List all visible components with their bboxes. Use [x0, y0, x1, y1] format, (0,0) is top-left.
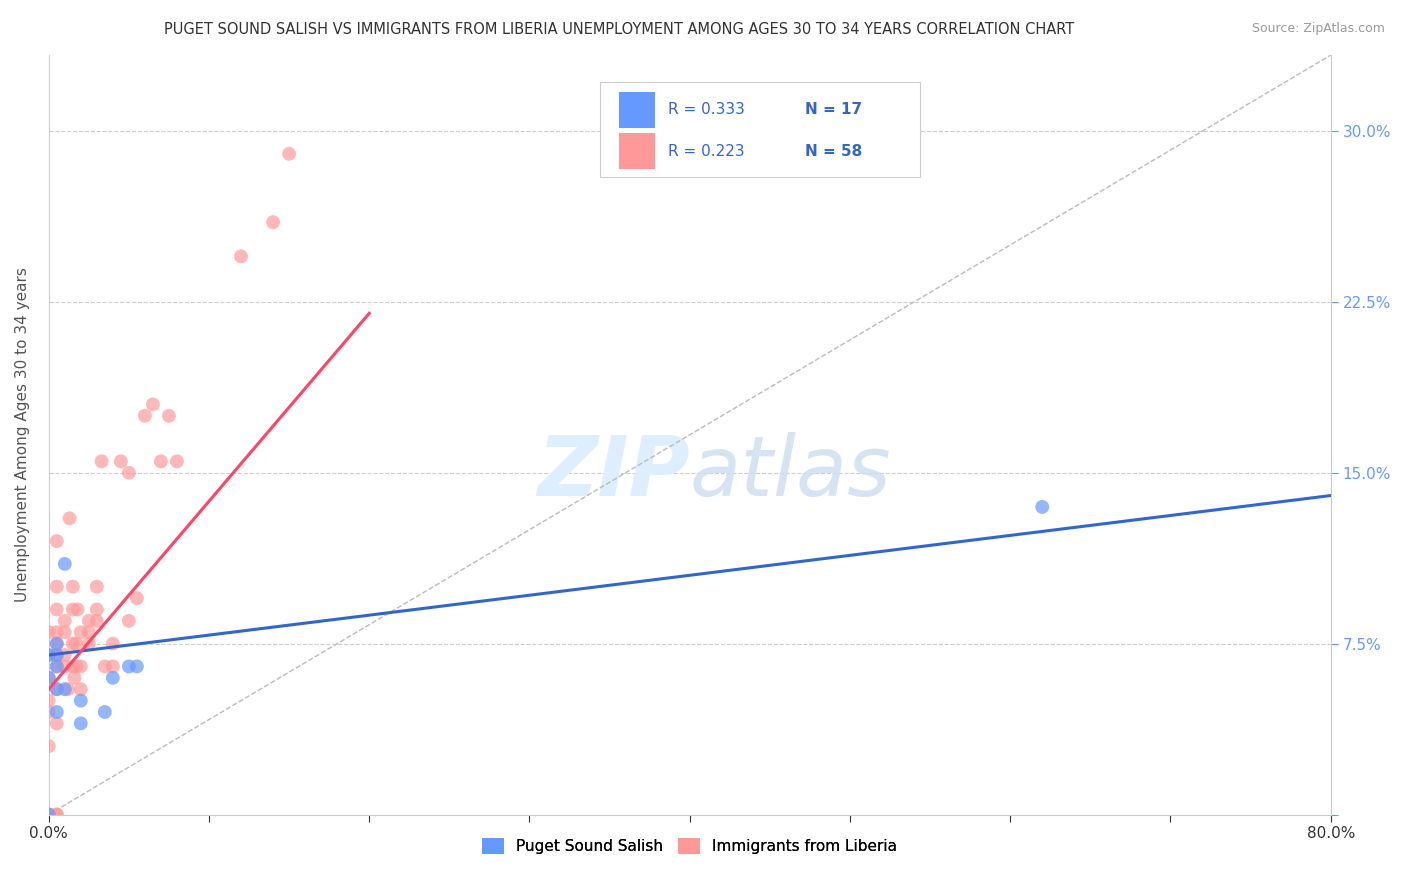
- Point: [38, 739, 60, 754]
- Point: [45, 807, 67, 822]
- Point: [45, 659, 67, 673]
- Point: [62, 602, 84, 616]
- Point: [86, 580, 108, 594]
- Point: [69, 659, 91, 673]
- Text: R = 0.223: R = 0.223: [668, 144, 745, 159]
- Point: [38, 648, 60, 662]
- Point: [101, 637, 124, 651]
- Point: [45, 682, 67, 697]
- Point: [58, 511, 80, 525]
- Point: [45, 602, 67, 616]
- Point: [125, 591, 148, 605]
- Text: N = 17: N = 17: [806, 103, 862, 118]
- Point: [62, 637, 84, 651]
- Point: [45, 637, 67, 651]
- Point: [56, 682, 79, 697]
- Point: [278, 146, 301, 161]
- Point: [38, 705, 60, 719]
- Point: [45, 705, 67, 719]
- Point: [45, 648, 67, 662]
- Point: [77, 637, 100, 651]
- Point: [69, 716, 91, 731]
- Point: [53, 557, 76, 571]
- Point: [53, 648, 76, 662]
- Point: [62, 580, 84, 594]
- Point: [53, 659, 76, 673]
- Point: [69, 682, 91, 697]
- Point: [262, 215, 284, 229]
- Point: [38, 671, 60, 685]
- Point: [118, 466, 141, 480]
- Point: [45, 807, 67, 822]
- Point: [86, 602, 108, 616]
- Point: [38, 625, 60, 640]
- Point: [1031, 500, 1053, 514]
- Point: [53, 625, 76, 640]
- Text: N = 58: N = 58: [806, 144, 862, 159]
- Point: [38, 807, 60, 822]
- Point: [118, 659, 141, 673]
- Point: [65, 637, 87, 651]
- Point: [38, 807, 60, 822]
- Point: [45, 659, 67, 673]
- Point: [77, 625, 100, 640]
- Point: [45, 534, 67, 549]
- Text: ZIP: ZIP: [537, 433, 690, 513]
- Point: [125, 659, 148, 673]
- Point: [45, 648, 67, 662]
- Point: [38, 671, 60, 685]
- Point: [134, 409, 156, 423]
- Point: [45, 637, 67, 651]
- Point: [101, 671, 124, 685]
- Point: [45, 625, 67, 640]
- Point: [45, 716, 67, 731]
- Point: [66, 602, 89, 616]
- Point: [45, 580, 67, 594]
- Text: R = 0.333: R = 0.333: [668, 103, 745, 118]
- FancyBboxPatch shape: [600, 82, 921, 177]
- Point: [149, 454, 172, 468]
- Point: [69, 693, 91, 707]
- Point: [69, 625, 91, 640]
- FancyBboxPatch shape: [619, 92, 655, 128]
- Point: [229, 249, 252, 263]
- Point: [101, 659, 124, 673]
- Point: [45, 682, 67, 697]
- Point: [110, 454, 132, 468]
- Text: Source: ZipAtlas.com: Source: ZipAtlas.com: [1251, 22, 1385, 36]
- Y-axis label: Unemployment Among Ages 30 to 34 years: Unemployment Among Ages 30 to 34 years: [15, 268, 30, 602]
- Point: [65, 659, 87, 673]
- Point: [157, 409, 180, 423]
- Point: [142, 397, 165, 411]
- Point: [53, 682, 76, 697]
- Point: [62, 659, 84, 673]
- Point: [63, 671, 86, 685]
- Point: [118, 614, 141, 628]
- Point: [38, 807, 60, 822]
- Point: [90, 454, 112, 468]
- Text: atlas: atlas: [690, 433, 891, 513]
- Point: [53, 614, 76, 628]
- Point: [38, 648, 60, 662]
- Legend: Puget Sound Salish, Immigrants from Liberia: Puget Sound Salish, Immigrants from Libe…: [477, 832, 903, 860]
- FancyBboxPatch shape: [619, 133, 655, 169]
- Point: [94, 705, 117, 719]
- Point: [166, 454, 188, 468]
- Point: [77, 614, 100, 628]
- Point: [94, 659, 117, 673]
- Point: [86, 614, 108, 628]
- Point: [38, 693, 60, 707]
- Text: PUGET SOUND SALISH VS IMMIGRANTS FROM LIBERIA UNEMPLOYMENT AMONG AGES 30 TO 34 Y: PUGET SOUND SALISH VS IMMIGRANTS FROM LI…: [163, 22, 1074, 37]
